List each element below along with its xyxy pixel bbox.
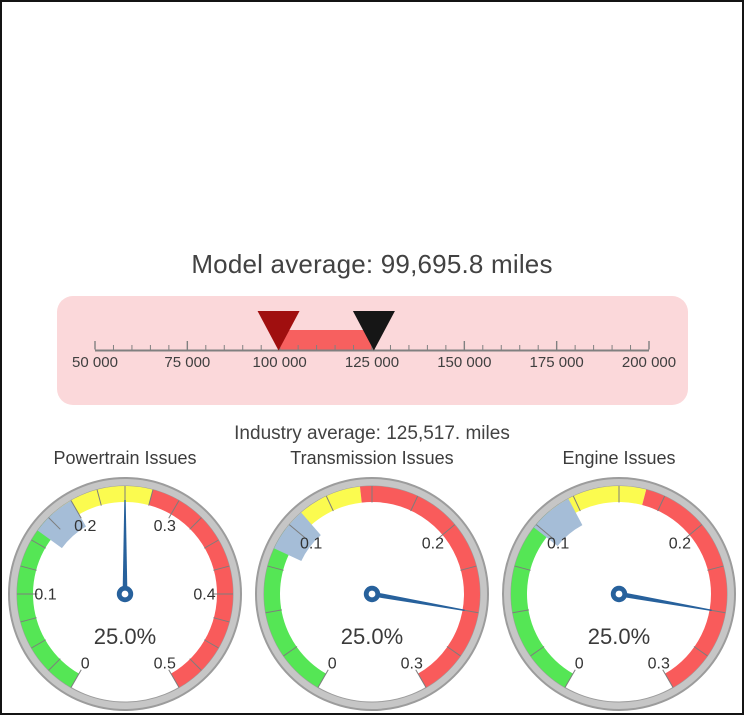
gauge-band-0 [16,513,79,688]
gauge-minor-tick [31,639,47,649]
gauge-minor-tick [693,646,708,657]
needle-hub-hole [121,590,129,598]
gauge-minor-tick [325,495,334,512]
industry-average-label: Industry average: 125,517. miles [234,423,510,444]
gauge-band-2 [642,489,727,688]
gauge-tick-label: 0.2 [74,518,96,535]
gauge-tick-label: 0.1 [547,535,569,552]
gauge-tick-label: 0.3 [648,655,670,672]
gauge-title-transmission: Transmission Issues [290,448,454,468]
gauge-transmission: 0 0.1 0.2 0.3 25.0% [255,477,489,711]
gauge-major-tick [70,669,82,688]
gauge-minor-tick [48,658,61,671]
gauge-minor-tick [446,646,461,657]
gauge-minor-tick [460,565,477,571]
gauge-tick-label: 0.2 [669,535,691,552]
axis-tick-label: 100 000 [253,354,307,371]
gauge-minor-tick [265,609,282,614]
bullet-gauge: 50 000 75 000 100 000 125 000 150 000 175 000… [57,296,688,405]
gauge-title-engine: Engine Issues [562,448,676,468]
gauge-powertrain: 0 0.1 0.2 0.3 0.4 0.5 25.0% [8,477,242,711]
model-average-title: Model average: 99,695.8 miles [191,249,553,279]
gauge-minor-tick [213,617,230,623]
gauge-band-1 [549,485,647,524]
gauge-band-2 [148,489,233,688]
gauge-tick-label: 0.1 [34,587,56,604]
axis-tick-label: 125 000 [345,354,399,371]
gauge-minor-tick [572,495,581,512]
gauge-major-tick [70,500,82,519]
gauge-needle [618,591,712,612]
gauge-minor-tick [203,539,219,549]
gauge-needle [122,500,128,594]
industry-average-marker [352,311,395,351]
axis-tick-label: 200 000 [622,354,676,371]
gauge-tick-label: 0.1 [300,535,322,552]
gauge-tick-label: 0.3 [401,655,423,672]
gauge-major-tick [415,669,427,688]
industry-marker [37,500,86,549]
gauge-value-label: 25.0% [588,624,650,649]
gauge-tick-label: 0.4 [193,587,215,604]
gauge-tick-label: 0.3 [154,518,176,535]
gauge-major-tick [564,669,576,688]
gauge-minor-tick [709,609,726,614]
industry-marker [274,512,321,562]
model-average-marker [257,311,300,351]
gauge-major-tick [168,669,180,688]
gauge-needle [371,591,465,612]
gauge-minor-tick [512,609,529,614]
gauge-major-tick [288,524,306,539]
gauge-major-tick [662,669,674,688]
gauge-tick-label: 0.2 [422,535,444,552]
gauge-major-tick [685,524,703,539]
gauge-value-label: 25.0% [341,624,403,649]
gauge-minor-tick [189,517,202,530]
gauge-band-0 [511,511,573,688]
gauge-minor-tick [530,646,545,657]
gauge-minor-tick [96,489,102,506]
gauge-major-tick [317,669,329,688]
gauge-tick-label: 0.5 [154,655,176,672]
axis-tick-label: 150 000 [437,354,491,371]
gauge-title-powertrain: Powertrain Issues [53,448,197,468]
gauge-minor-tick [267,565,284,571]
axis-tick-label: 175 000 [530,354,584,371]
gauge-major-tick [535,524,553,539]
gauge-tick-label: 0 [328,655,337,672]
gauge-minor-tick [20,617,37,623]
gauge-minor-tick [283,646,298,657]
gauge-minor-tick [657,495,666,512]
gauge-band-0 [263,529,326,688]
gauge-engine: 0 0.1 0.2 0.3 25.0% [502,477,736,711]
gauge-minor-tick [410,495,419,512]
gauge-major-tick [168,500,180,519]
needle-hub-hole [615,590,623,598]
gauge-minor-tick [148,489,154,506]
gauge-minor-tick [213,565,230,571]
gauge-minor-tick [48,517,61,530]
gauge-minor-tick [707,565,724,571]
axis-tick-label: 75 000 [164,354,210,371]
gauge-band-2 [359,486,480,688]
range-bar [278,330,374,350]
gauge-tick-label: 0 [81,655,90,672]
gauge-minor-tick [31,539,47,549]
gauge-minor-tick [462,609,479,614]
gauge-major-tick [438,524,456,539]
gauge-minor-tick [20,565,37,571]
gauge-value-label: 25.0% [94,624,156,649]
industry-marker [533,498,583,546]
gauge-tick-label: 0 [575,655,584,672]
gauge-minor-tick [514,565,531,571]
gauge-minor-tick [203,639,219,649]
gauge-band-1 [52,486,153,526]
gauge-minor-tick [189,658,202,671]
axis-tick-label: 50 000 [72,354,118,371]
needle-hub-hole [368,590,376,598]
